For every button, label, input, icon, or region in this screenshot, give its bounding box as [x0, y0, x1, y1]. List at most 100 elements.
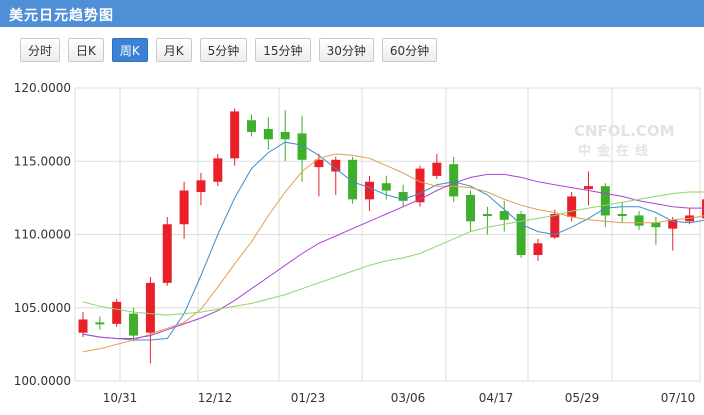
candle-up [78, 312, 88, 338]
candle-body [617, 213, 627, 216]
candle-body [516, 213, 526, 256]
candle-body [145, 282, 155, 333]
ma10-line [82, 153, 704, 353]
candle-down [381, 175, 391, 200]
candle-body [179, 190, 189, 225]
candle-down [449, 156, 459, 203]
candle-up [432, 153, 442, 179]
candle-down [348, 156, 358, 204]
x-tick-label: 03/06 [391, 391, 426, 405]
candle-body [567, 196, 577, 217]
y-tick-label: 110.0000 [14, 228, 71, 242]
candle-body [381, 183, 391, 191]
candle-body [651, 222, 661, 228]
tab-5min[interactable]: 5分钟 [199, 38, 248, 62]
candle-down [247, 114, 256, 137]
candle-down [651, 216, 661, 245]
candle-up [364, 175, 374, 212]
tab-60min[interactable]: 60分钟 [381, 38, 438, 62]
candle-body [415, 168, 425, 203]
candle-down [95, 316, 105, 330]
candle-down [617, 202, 627, 223]
candle-up [230, 108, 240, 166]
grid-lines [74, 87, 701, 382]
candle-up [533, 238, 543, 261]
candle-body [162, 224, 172, 283]
y-axis: 100.0000 105.0000 110.0000 115.0000 120.0000 [14, 81, 71, 388]
candle-body [634, 215, 644, 226]
ma5-line [82, 141, 704, 341]
candle-body [230, 111, 240, 159]
candles [78, 108, 704, 364]
tab-weekly-k[interactable]: 周K [111, 38, 148, 62]
candle-down [482, 206, 492, 235]
y-tick-label: 120.0000 [14, 81, 71, 95]
candle-down [466, 190, 476, 232]
x-tick-label: 12/12 [198, 391, 233, 405]
candle-body [600, 186, 610, 216]
candle-body [348, 159, 358, 200]
period-tabs: 分时 日K 周K 月K 5分钟 15分钟 30分钟 60分钟 [20, 38, 445, 64]
candle-body [129, 313, 139, 336]
y-tick-label: 105.0000 [14, 301, 71, 315]
candle-body [482, 213, 492, 216]
candle-body [263, 129, 273, 140]
tab-intraday[interactable]: 分时 [20, 38, 61, 62]
candle-up [584, 171, 593, 206]
candle-up [314, 153, 324, 197]
x-tick-label: 05/29 [565, 391, 600, 405]
x-tick-label: 07/10 [661, 391, 696, 405]
candle-body [584, 186, 593, 190]
candle-body [533, 243, 543, 256]
candle-body [213, 158, 223, 182]
candle-body [449, 164, 459, 197]
watermark-subtitle: 中金在线 [578, 143, 654, 159]
candle-body [398, 192, 408, 201]
candle-body [314, 159, 324, 168]
x-tick-label: 04/17 [479, 391, 514, 405]
y-tick-label: 115.0000 [14, 154, 71, 168]
candle-body [95, 322, 105, 325]
candle-up [145, 276, 155, 364]
candle-body [432, 162, 442, 176]
ma20-line [82, 173, 704, 339]
candle-body [466, 194, 476, 222]
candle-down [634, 211, 644, 231]
candle-body [550, 213, 560, 238]
candle-body [668, 219, 678, 229]
candle-up [162, 216, 172, 286]
tab-monthly-k[interactable]: 月K [155, 38, 192, 62]
candle-body [247, 120, 256, 132]
candle-up [668, 216, 678, 251]
candle-up [701, 199, 704, 219]
candle-up [196, 172, 206, 206]
x-axis: 10/31 12/12 01/23 03/06 04/17 05/29 07/10 [103, 391, 696, 405]
candle-body [701, 199, 704, 219]
candle-down [263, 117, 273, 150]
candle-down [398, 184, 408, 207]
ma60-line [82, 191, 704, 316]
candle-body [280, 131, 290, 140]
y-tick-label: 100.0000 [14, 374, 71, 388]
candle-up [112, 298, 122, 327]
page-title: 美元日元趋势图 [9, 8, 114, 24]
title-bar: 美元日元趋势图 [0, 0, 704, 27]
candle-down [297, 115, 307, 182]
tab-daily-k[interactable]: 日K [68, 38, 104, 62]
tab-15min[interactable]: 15分钟 [255, 38, 311, 62]
tab-30min[interactable]: 30分钟 [318, 38, 374, 62]
candle-up [213, 153, 223, 187]
candle-down [280, 109, 290, 162]
candle-down [499, 200, 509, 232]
watermark-brand: CNFOL.COM [574, 122, 675, 140]
candle-body [331, 159, 341, 172]
candle-body [112, 301, 122, 324]
candle-up [331, 156, 341, 195]
candle-body [78, 319, 88, 333]
candle-up [179, 181, 189, 239]
candle-body [499, 211, 509, 220]
candle-body [364, 181, 374, 200]
candle-down [516, 211, 526, 258]
x-tick-label: 10/31 [103, 391, 138, 405]
candle-body [297, 133, 307, 160]
